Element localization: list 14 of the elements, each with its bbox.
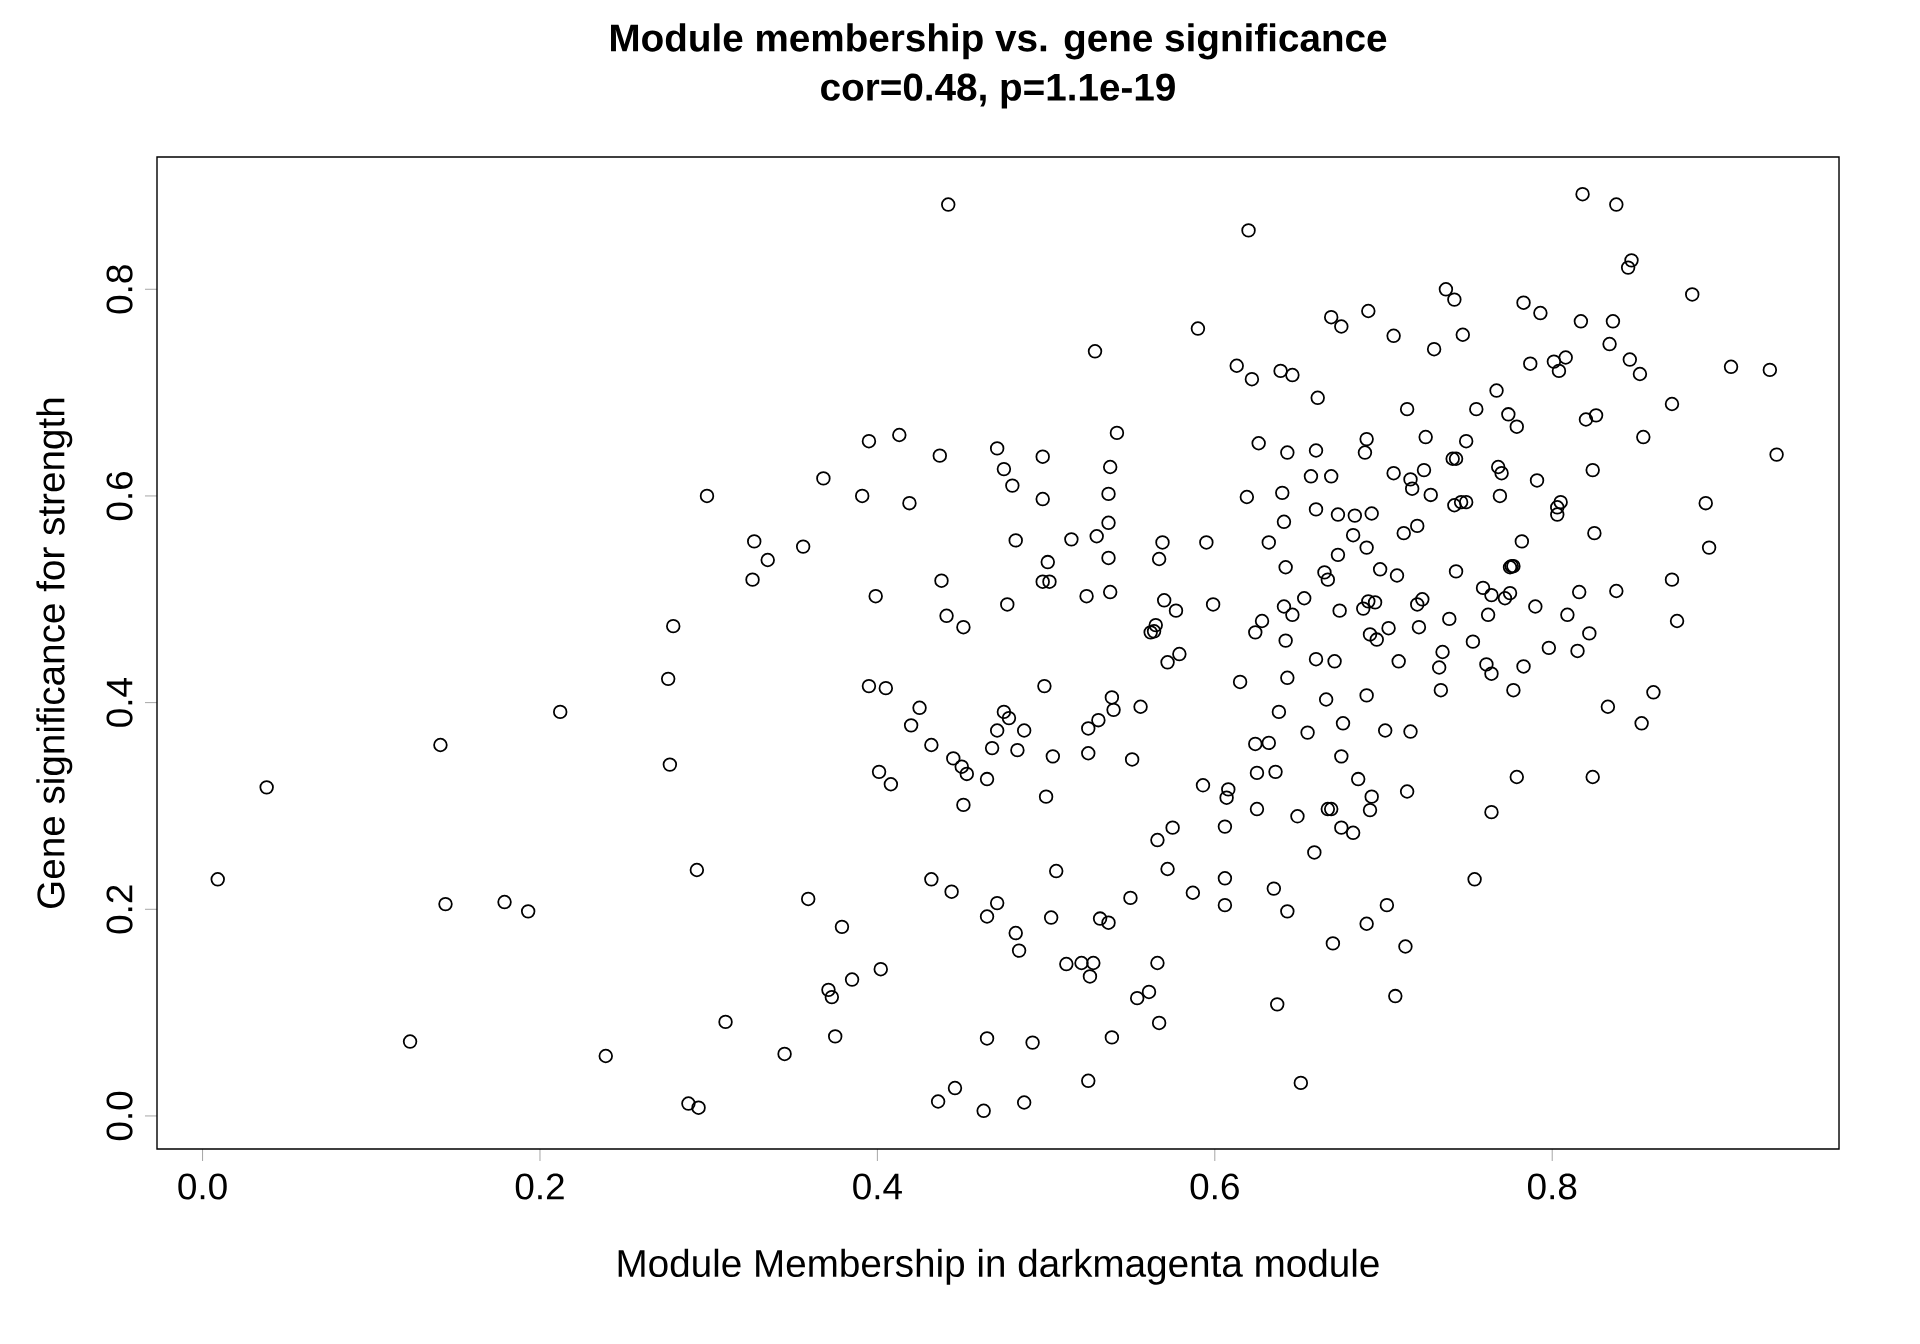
x-tick-label: 0.6 <box>1190 1173 1239 1200</box>
chart-title: Module membership vs. gene significance <box>611 23 1387 60</box>
x-tick-label: 0.8 <box>1527 1173 1577 1200</box>
y-tick-label: 0.0 <box>106 1091 133 1141</box>
y-axis-title: Gene significance for strength <box>36 398 73 908</box>
x-tick-label: 0.2 <box>515 1173 564 1200</box>
chart-subtitle: cor=0.48, p=1.1e-19 <box>821 73 1175 109</box>
y-tick-label: 0.4 <box>106 678 133 727</box>
y-tick-label: 0.6 <box>106 471 133 521</box>
x-tick-label: 0.4 <box>853 1173 902 1200</box>
x-axis-title: Module Membership in darkmagenta module <box>618 1248 1379 1285</box>
x-tick-label: 0.0 <box>178 1173 227 1200</box>
y-tick-label: 0.8 <box>106 265 133 314</box>
y-tick-label: 0.2 <box>106 885 133 934</box>
